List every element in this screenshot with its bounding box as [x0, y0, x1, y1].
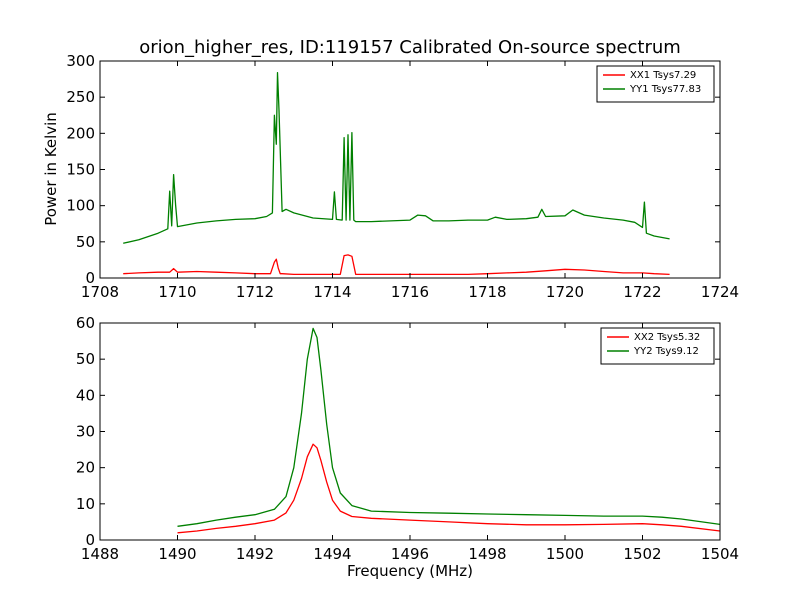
bottom-chart-y-tick-label: 60 — [76, 314, 95, 332]
bottom-chart-x-tick-label: 1492 — [236, 545, 274, 563]
top-chart-legend-label-xx1: XX1 Tsys7.29 — [630, 70, 696, 81]
bottom-chart-xlabel: Frequency (MHz) — [347, 562, 473, 580]
top-chart-y-tick-label: 100 — [66, 197, 95, 215]
bottom-chart-panel: Frequency (MHz) 1488 1490 1492 1494 1496 1498… — [76, 314, 739, 580]
top-chart-series-xx1-line — [123, 254, 670, 276]
bottom-chart-x-tick-label: 1496 — [391, 545, 429, 563]
bottom-chart-plot-frame — [99, 322, 721, 541]
top-chart-y-tick-label: 0 — [85, 269, 95, 287]
top-chart-plot-frame — [99, 60, 721, 279]
top-chart-ylabel: Power in Kelvin — [42, 112, 60, 226]
top-chart-legend-label-yy1: YY1 Tsys77.83 — [629, 84, 701, 95]
bottom-chart-y-tick-label: 40 — [76, 386, 95, 404]
bottom-chart-legend: XX2 Tsys5.32 YY2 Tsys9.12 — [600, 327, 715, 365]
top-chart-x-tick-label: 1718 — [468, 283, 506, 301]
top-chart-x-tick-label: 1712 — [236, 283, 274, 301]
bottom-chart-y-tick-label: 10 — [76, 495, 95, 513]
top-chart-title: orion_higher_res, ID:119157 Calibrated O… — [139, 37, 681, 58]
bottom-chart-series-yy2-line — [177, 327, 721, 527]
bottom-chart-x-tick-label: 1490 — [158, 545, 196, 563]
top-chart-panel: orion_higher_res, ID:119157 Calibrated O… — [42, 37, 739, 301]
top-chart-x-tick-label: 1720 — [546, 283, 584, 301]
top-chart-ticks-layer: 1708 1710 1712 1714 1716 1718 1720 1722 1724 0 50 1… — [66, 52, 739, 301]
bottom-chart-x-tick-label: 1488 — [81, 545, 119, 563]
top-chart-series-yy1-line — [123, 71, 670, 244]
top-chart-y-tick-label: 200 — [66, 124, 95, 142]
top-chart-x-tick-label: 1710 — [158, 283, 196, 301]
top-chart-x-tick-label: 1724 — [701, 283, 739, 301]
top-chart-y-tick-label: 50 — [76, 233, 95, 251]
bottom-chart-x-tick-label: 1498 — [468, 545, 506, 563]
bottom-chart-ticks-layer: 1488 1490 1492 1494 1496 1498 1500 1502 1504 0 10 2… — [76, 314, 739, 563]
bottom-chart-x-tick-label: 1500 — [546, 545, 584, 563]
bottom-chart-y-tick-label: 30 — [76, 423, 95, 441]
bottom-chart-x-tick-label: 1502 — [623, 545, 661, 563]
bottom-chart-series-xx2-line — [177, 443, 721, 534]
bottom-chart-legend-box — [600, 327, 715, 365]
top-chart-legend-box — [596, 65, 715, 103]
bottom-chart-series-layer — [177, 327, 721, 534]
top-chart-x-tick-label: 1722 — [623, 283, 661, 301]
top-chart-y-tick-label: 300 — [66, 52, 95, 70]
top-chart-y-tick-label: 150 — [66, 161, 95, 179]
top-chart-x-tick-label: 1716 — [391, 283, 429, 301]
bottom-chart-x-tick-label: 1494 — [313, 545, 351, 563]
bottom-chart-y-tick-label: 20 — [76, 459, 95, 477]
top-chart-x-tick-label: 1708 — [81, 283, 119, 301]
bottom-chart-legend-label-yy2: YY2 Tsys9.12 — [633, 346, 699, 357]
top-chart-legend: XX1 Tsys7.29 YY1 Tsys77.83 — [596, 65, 715, 103]
bottom-chart-x-tick-label: 1504 — [701, 545, 739, 563]
top-chart-y-tick-label: 250 — [66, 88, 95, 106]
bottom-chart-y-tick-label: 50 — [76, 350, 95, 368]
bottom-chart-legend-label-xx2: XX2 Tsys5.32 — [634, 332, 700, 343]
bottom-chart-y-tick-label: 0 — [85, 531, 95, 549]
top-chart-series-layer — [123, 71, 670, 276]
top-chart-x-tick-label: 1714 — [313, 283, 351, 301]
